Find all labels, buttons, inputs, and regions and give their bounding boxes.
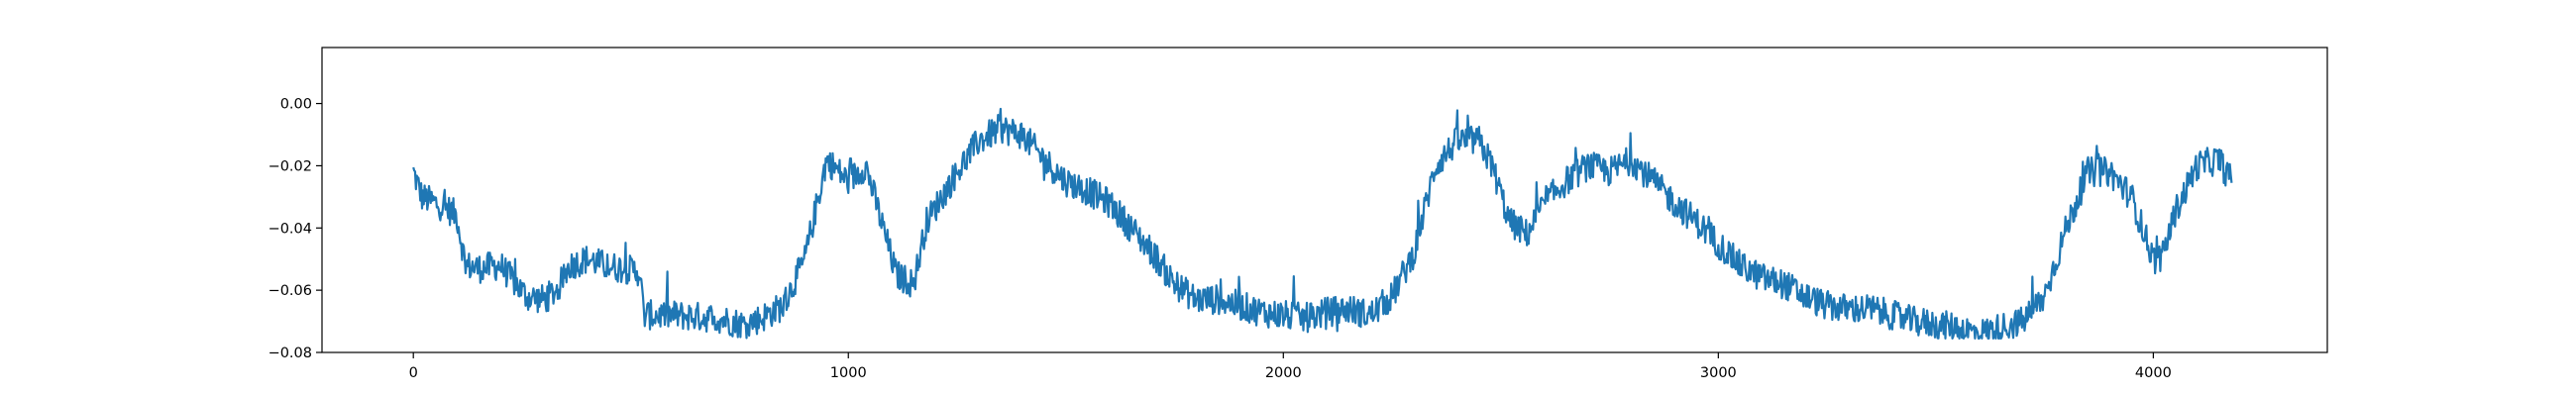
y-tick-label: 0.00	[280, 97, 312, 113]
x-tick-label: 4000	[2135, 365, 2172, 381]
x-axis: 0 1000 2000 3000 4000	[409, 352, 2172, 381]
x-tick-label: 1000	[830, 365, 867, 381]
x-tick-label: 2000	[1265, 365, 1302, 381]
axes-frame	[321, 47, 2328, 353]
y-tick-label: −0.02	[268, 158, 312, 174]
series-line	[412, 107, 2233, 340]
x-tick-label: 0	[409, 365, 418, 381]
plot-area	[412, 107, 2233, 340]
y-axis: −0.08 −0.06 −0.04 −0.02 0.00	[268, 97, 322, 361]
y-tick-label: −0.04	[268, 221, 312, 237]
y-tick-label: −0.06	[268, 283, 312, 299]
x-tick-label: 3000	[1700, 365, 1737, 381]
y-tick-label: −0.08	[268, 346, 312, 361]
